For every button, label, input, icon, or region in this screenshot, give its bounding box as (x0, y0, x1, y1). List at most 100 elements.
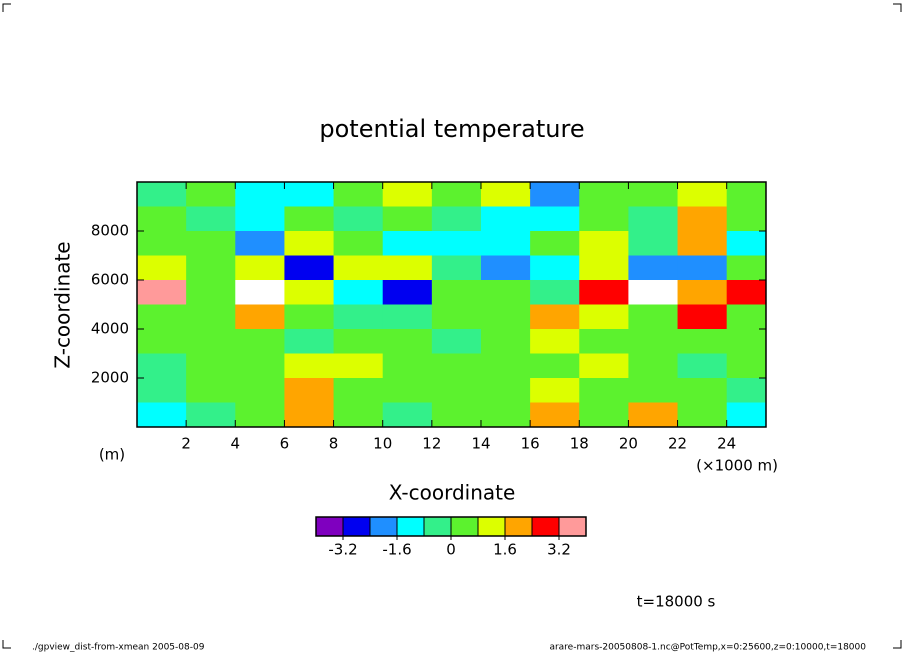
contour-cell (235, 402, 285, 428)
contour-cell (431, 378, 482, 403)
contour-cell (284, 329, 335, 354)
colorbar-tick-label: 1.6 (493, 541, 517, 559)
contour-cell (677, 329, 728, 354)
x-tick-label: 4 (231, 435, 241, 453)
colorbar-tick-label: -1.6 (382, 541, 411, 559)
contour-cell (333, 255, 384, 281)
contour-cell (137, 353, 187, 379)
contour-cell (186, 206, 236, 232)
contour-cell (579, 402, 629, 428)
y-tick-label: 6000 (91, 271, 129, 289)
contour-cell (431, 231, 482, 256)
y-tick-label: 4000 (91, 320, 129, 338)
contour-cell (628, 402, 679, 428)
contour-cell (628, 304, 679, 330)
plot-frame (136, 181, 767, 428)
contour-cell (431, 353, 482, 379)
contour-cell (628, 206, 679, 232)
contour-cell (579, 182, 629, 207)
contour-cell (137, 206, 187, 232)
contour-cell (480, 206, 531, 232)
contour-cell (431, 255, 482, 281)
contour-cell (137, 280, 187, 305)
contour-cell (677, 231, 728, 256)
colorbar-box (558, 516, 587, 537)
corner-marks (2, 3, 902, 649)
contour-cell (284, 378, 335, 403)
contour-cell (726, 231, 767, 256)
colorbar-tick-label: 0 (446, 541, 456, 559)
time-label: t=18000 s (637, 593, 716, 611)
contour-cell (579, 353, 629, 379)
colorbar-box (477, 516, 506, 537)
contour-cell (726, 353, 767, 379)
contour-cell (235, 304, 285, 330)
y-unit: (m) (99, 446, 125, 464)
contour-cell (186, 353, 236, 379)
contour-cell (579, 378, 629, 403)
contour-cell (186, 304, 236, 330)
contour-cell (480, 280, 531, 305)
x-tick-label: 10 (373, 435, 392, 453)
contour-cell (235, 255, 285, 281)
contour-cell (530, 280, 580, 305)
contour-cell (628, 255, 679, 281)
x-tick-label: 6 (280, 435, 290, 453)
contour-field (137, 182, 767, 428)
contour-cell (480, 231, 531, 256)
contour-cell (677, 206, 728, 232)
colorbar-box (450, 516, 479, 537)
contour-cell (235, 329, 285, 354)
contour-cell (579, 255, 629, 281)
colorbar-tick-label: -3.2 (328, 541, 357, 559)
contour-cell (579, 231, 629, 256)
contour-cell (333, 206, 384, 232)
contour-cell (137, 402, 187, 428)
contour-cell (677, 378, 728, 403)
contour-cell (579, 304, 629, 330)
contour-cell (579, 280, 629, 305)
contour-cell (480, 353, 531, 379)
contour-cell (530, 378, 580, 403)
contour-cell (333, 304, 384, 330)
contour-cell (382, 329, 433, 354)
contour-cell (726, 255, 767, 281)
footer-left: ./gpview_dist-from-xmean 2005-08-09 (32, 643, 205, 653)
x-tick-label: 18 (570, 435, 589, 453)
x-tick-label: 16 (521, 435, 540, 453)
contour-cell (726, 280, 767, 305)
colorbar-box (531, 516, 560, 537)
contour-cell (530, 304, 580, 330)
contour-cell (579, 329, 629, 354)
contour-cell (186, 378, 236, 403)
contour-cell (677, 402, 728, 428)
contour-cell (726, 402, 767, 428)
x-unit: (×1000 m) (696, 457, 778, 475)
contour-cell (431, 280, 482, 305)
colorbar-tick-label: 3.2 (547, 541, 571, 559)
contour-cell (137, 329, 187, 354)
contour-cell (677, 280, 728, 305)
contour-cell (137, 378, 187, 403)
contour-cell (726, 329, 767, 354)
contour-cell (480, 304, 531, 330)
contour-cell (530, 329, 580, 354)
contour-cell (382, 353, 433, 379)
contour-cell (333, 378, 384, 403)
colorbar-box (369, 516, 398, 537)
contour-cell (480, 402, 531, 428)
x-tick-label: 24 (717, 435, 736, 453)
contour-cell (382, 402, 433, 428)
contour-cell (382, 206, 433, 232)
y-tick-label: 2000 (91, 369, 129, 387)
contour-cell (284, 231, 335, 256)
contour-cell (137, 304, 187, 330)
contour-cell (284, 304, 335, 330)
footer-right: arare-mars-20050808-1.nc@PotTemp,x=0:256… (549, 643, 866, 653)
contour-cell (726, 304, 767, 330)
contour-cell (284, 402, 335, 428)
x-tick-label: 2 (181, 435, 191, 453)
contour-cell (677, 353, 728, 379)
contour-cell (333, 353, 384, 379)
